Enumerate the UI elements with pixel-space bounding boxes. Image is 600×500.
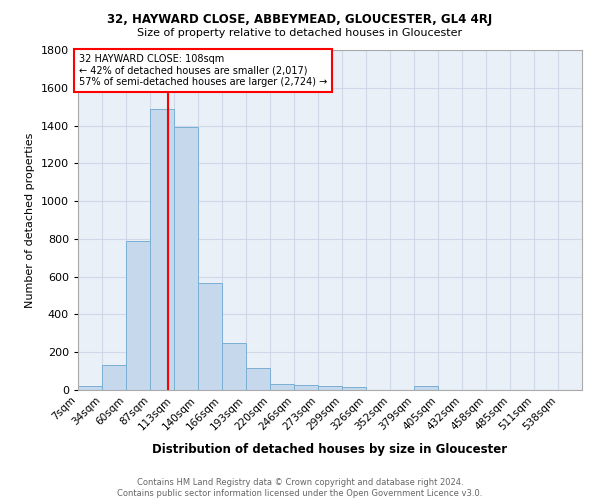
Text: Contains HM Land Registry data © Crown copyright and database right 2024.
Contai: Contains HM Land Registry data © Crown c… (118, 478, 482, 498)
Text: 32 HAYWARD CLOSE: 108sqm
← 42% of detached houses are smaller (2,017)
57% of sem: 32 HAYWARD CLOSE: 108sqm ← 42% of detach… (79, 54, 327, 87)
Bar (246, 368, 270, 390)
Bar (294, 385, 318, 390)
Text: 32, HAYWARD CLOSE, ABBEYMEAD, GLOUCESTER, GL4 4RJ: 32, HAYWARD CLOSE, ABBEYMEAD, GLOUCESTER… (107, 12, 493, 26)
Bar (270, 384, 294, 390)
Bar (102, 364, 126, 390)
Text: Size of property relative to detached houses in Gloucester: Size of property relative to detached ho… (137, 28, 463, 38)
Bar (198, 284, 222, 390)
Y-axis label: Number of detached properties: Number of detached properties (25, 132, 35, 308)
X-axis label: Distribution of detached houses by size in Gloucester: Distribution of detached houses by size … (152, 443, 508, 456)
Bar (174, 128, 198, 390)
Bar (222, 343, 246, 390)
Bar (414, 386, 438, 390)
Bar (318, 386, 342, 390)
Bar (150, 108, 174, 390)
Bar (78, 386, 102, 390)
Bar (342, 386, 366, 390)
Bar (126, 241, 150, 390)
